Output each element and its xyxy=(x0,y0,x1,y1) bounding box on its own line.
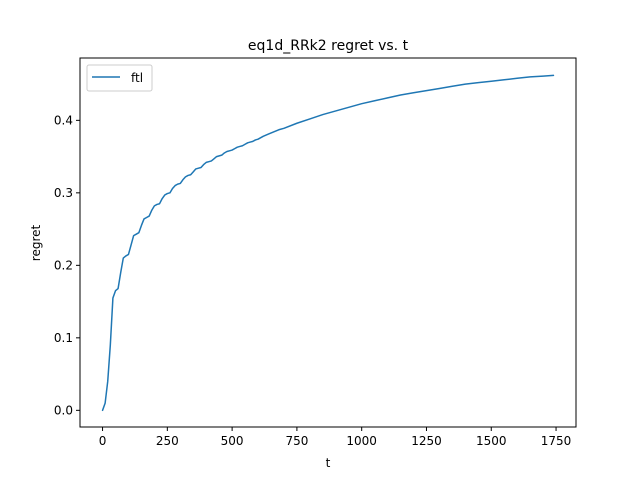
x-tick-label: 750 xyxy=(285,434,308,448)
x-axis-label: t xyxy=(326,456,331,470)
x-tick-label: 1000 xyxy=(346,434,377,448)
x-axis-ticks: 0 250 500 750 1000 1250 1500 1750 xyxy=(99,427,572,448)
x-tick-label: 1250 xyxy=(411,434,442,448)
y-tick-label: 0.4 xyxy=(54,113,73,127)
axes-frame xyxy=(79,57,577,428)
chart-title: eq1d_RRk2 regret vs. t xyxy=(248,38,409,54)
x-tick-label: 0 xyxy=(99,434,107,448)
x-tick-label: 500 xyxy=(221,434,244,448)
legend-label-ftl: ftl xyxy=(131,71,143,85)
y-axis-ticks: 0.0 0.1 0.2 0.3 0.4 xyxy=(54,113,80,417)
legend-box xyxy=(86,64,153,92)
plot-area xyxy=(101,74,555,412)
y-tick-label: 0.0 xyxy=(54,403,73,417)
y-tick-label: 0.1 xyxy=(54,331,73,345)
y-tick-label: 0.2 xyxy=(54,258,73,272)
x-tick-label: 1500 xyxy=(476,434,507,448)
y-axis-label: regret xyxy=(29,224,43,261)
legend: ftl xyxy=(86,64,153,92)
x-tick-label: 250 xyxy=(156,434,179,448)
series-line-ftl xyxy=(101,74,555,412)
x-tick-label: 1750 xyxy=(541,434,572,448)
y-tick-label: 0.3 xyxy=(54,186,73,200)
